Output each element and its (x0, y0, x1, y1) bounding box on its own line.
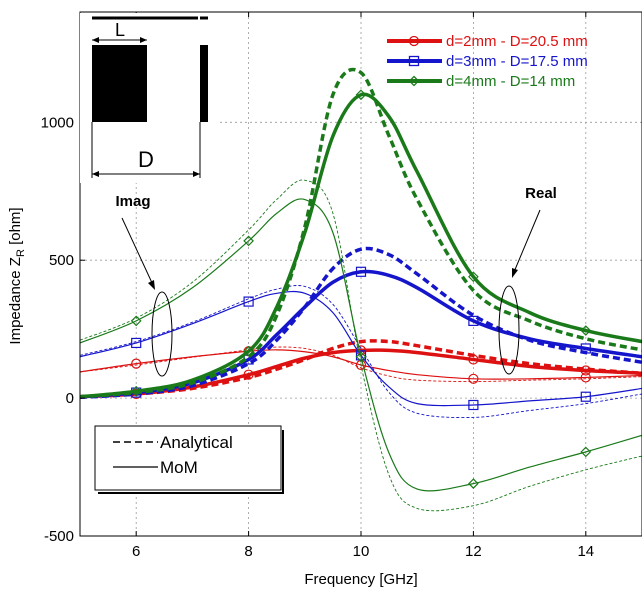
x-tick-label-3: 12 (465, 543, 482, 560)
x-tick-label-2: 10 (353, 543, 370, 560)
series-2-imag-marker-14 (580, 391, 591, 402)
style-legend-shadow-right (282, 430, 284, 494)
annotation-real-arrow (513, 209, 541, 273)
series-2-real-mom-line (80, 269, 642, 399)
y-tick-label-1: 0 (66, 390, 74, 407)
y-tick-label-2: 500 (49, 252, 74, 269)
legend-marker-2 (408, 55, 420, 67)
tick-labels: 6 8 10 12 14 -500 0 500 1000 (41, 114, 595, 560)
series-3-real-marker-10 (355, 89, 367, 101)
inset-label-L: L (115, 20, 125, 40)
series-3-imag-marker-8 (243, 235, 254, 247)
series-3-imag-analytical-line (80, 179, 642, 512)
annotation-real-ellipse (498, 285, 520, 375)
curves (80, 67, 642, 512)
series-3-real-marker-14 (580, 325, 592, 336)
style-legend: Analytical MoM (94, 425, 284, 494)
legend-entry-2: d=3mm - D=17.5 mm (387, 53, 588, 70)
series-2-imag-marker-8 (243, 296, 254, 307)
style-legend-mom-label: MoM (160, 458, 198, 477)
annotation-real: Real (525, 185, 557, 202)
y-axis-label: Impedance ZR [ohm] (7, 207, 27, 344)
series-3-imag-marker-6 (130, 315, 142, 327)
series-2-imag-marker-10 (355, 350, 367, 361)
inset-neighbor-square (200, 45, 208, 122)
series-2-real-marker-14 (580, 343, 591, 354)
series-2-imag-marker-12 (468, 399, 479, 411)
legend-entry-1: d=2mm - D=20.5 mm (387, 33, 588, 50)
series-1-real-marker-8 (243, 369, 254, 380)
series-3-imag-marker-12 (468, 478, 479, 489)
series-1-real-mom-line (80, 348, 642, 399)
series-1-imag-marker-12 (468, 373, 479, 384)
style-legend-box (94, 425, 282, 491)
annotation-imag-ellipse (151, 291, 173, 377)
series-2-real-analytical-line (80, 246, 642, 400)
style-legend-shadow-bottom (98, 492, 284, 494)
legend-entry-3: d=4mm - D=14 mm (387, 73, 575, 90)
annotations: Imag Real (115, 185, 557, 377)
legend-marker-1 (408, 35, 420, 47)
series-2-imag-mom-line (80, 290, 642, 407)
annotation-imag: Imag (115, 193, 150, 210)
series-1-imag-marker-14 (580, 372, 591, 383)
series-3-real-marker-6 (130, 385, 142, 397)
annotation-real-arrowhead (512, 268, 518, 278)
x-tick-label-0: 6 (132, 543, 140, 560)
series-2-imag-analytical-line (80, 285, 642, 418)
legend-marker-3 (408, 75, 420, 87)
inset-square (92, 45, 147, 122)
y-tick-label-3: 1000 (41, 114, 74, 131)
geometry-inset: L D (80, 13, 220, 183)
series-1-real-analytical-line (80, 339, 642, 399)
y-axis-label-main: Impedance Z (7, 257, 24, 345)
series-1-imag-marker-6 (131, 358, 142, 369)
series-3-real-marker-12 (468, 271, 479, 283)
series-2-real-marker-10 (355, 266, 367, 277)
series-1-real-marker-12 (468, 354, 479, 365)
legend-label-1: d=2mm - D=20.5 mm (446, 33, 588, 50)
x-tick-label-4: 14 (577, 543, 594, 560)
legend-label-2: d=3mm - D=17.5 mm (446, 53, 588, 70)
series-1 (80, 339, 642, 400)
y-axis-label-unit: [ohm] (7, 207, 24, 249)
y-axis-label-sub: R (15, 249, 27, 257)
series-3-imag-marker-14 (580, 446, 592, 458)
series-1-imag-mom-line (80, 349, 642, 380)
inset-label-D: D (138, 147, 154, 172)
series-1-imag-analytical-line (80, 346, 642, 383)
y-tick-label-0: -500 (44, 528, 74, 545)
series-2-real-marker-12 (468, 315, 479, 326)
series-3-imag-marker-10 (355, 351, 367, 363)
style-legend-analytical-label: Analytical (160, 433, 233, 452)
series-3-real-analytical-line (80, 67, 642, 399)
series-3-imag-mom-line (80, 198, 642, 492)
x-axis-label: Frequency [GHz] (304, 571, 417, 588)
annotation-imag-arrowhead (148, 280, 155, 290)
series-2-imag-marker-6 (131, 337, 142, 349)
legend-label-3: d=4mm - D=14 mm (446, 73, 575, 90)
x-tick-label-1: 8 (244, 543, 252, 560)
series-1-real-marker-14 (580, 365, 591, 376)
series-legend: d=2mm - D=20.5 mm d=3mm - D=17.5 mm d=4m… (387, 33, 588, 90)
series-3-real-marker-8 (243, 345, 254, 357)
annotation-imag-arrow (121, 217, 154, 286)
